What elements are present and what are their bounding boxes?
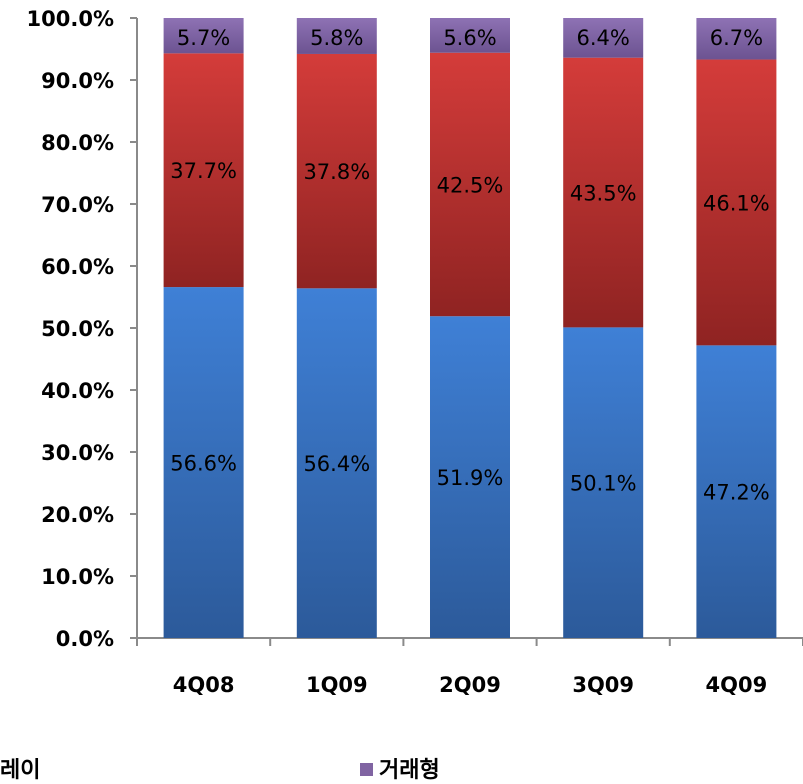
x-tick-label: 4Q08 [173, 673, 235, 697]
legend-label: 거래형 [379, 758, 440, 783]
data-label: 47.2% [703, 481, 770, 505]
bar-segment-2-4Q08 [163, 53, 244, 288]
legend-label-partial: 레이 [0, 758, 41, 783]
y-tick-label: 10.0% [41, 565, 114, 589]
bar-segment-2-1Q09 [296, 53, 377, 289]
y-tick-label: 60.0% [41, 255, 114, 279]
bar-segment-1-4Q08 [163, 287, 244, 638]
legend-item-partial: 레이 [0, 752, 40, 784]
legend-swatch [360, 762, 373, 776]
x-tick-label: 2Q09 [439, 673, 501, 697]
x-tick-label: 4Q09 [706, 673, 768, 697]
bar-segment-3-2Q09 [430, 18, 510, 53]
bar-segment-3-1Q09 [296, 18, 377, 54]
bar-segment-2-3Q09 [563, 57, 644, 328]
data-label: 51.9% [437, 466, 504, 490]
x-tick-label: 1Q09 [306, 673, 368, 697]
y-tick-label: 30.0% [41, 441, 114, 465]
data-label: 50.1% [570, 472, 637, 496]
y-tick-label: 20.0% [41, 503, 114, 527]
data-label: 37.7% [170, 159, 237, 183]
data-label: 43.5% [570, 182, 637, 206]
data-label: 56.6% [170, 452, 237, 476]
data-label: 56.4% [303, 452, 370, 476]
x-tick-label: 3Q09 [572, 673, 634, 697]
bar-segment-1-4Q09 [696, 345, 777, 638]
data-label: 37.8% [303, 160, 370, 184]
data-label: 46.1% [703, 191, 770, 215]
legend-item-transaction: 거래형 [360, 752, 440, 784]
data-label: 5.7% [177, 26, 230, 50]
bar-segment-1-3Q09 [563, 327, 644, 638]
y-tick-label: 90.0% [41, 69, 114, 93]
data-label: 6.4% [577, 26, 630, 50]
bar-segment-2-2Q09 [430, 52, 510, 317]
y-tick-label: 50.0% [41, 317, 114, 341]
bar-segment-3-3Q09 [563, 18, 644, 58]
bar-segment-2-4Q09 [696, 59, 777, 346]
y-tick-label: 80.0% [41, 131, 114, 155]
data-label: 6.7% [710, 26, 763, 50]
bar-segment-3-4Q08 [163, 18, 244, 54]
y-tick-label: 40.0% [41, 379, 114, 403]
bar-segment-3-4Q09 [696, 18, 777, 60]
bar-segment-1-2Q09 [430, 316, 510, 638]
y-tick-label: 70.0% [41, 193, 114, 217]
data-label: 5.8% [310, 26, 363, 50]
y-tick-label: 0.0% [56, 627, 114, 651]
data-label: 42.5% [437, 173, 504, 197]
bar-segment-1-1Q09 [296, 288, 377, 638]
data-label: 5.6% [443, 26, 496, 50]
y-tick-label: 100.0% [27, 7, 114, 31]
